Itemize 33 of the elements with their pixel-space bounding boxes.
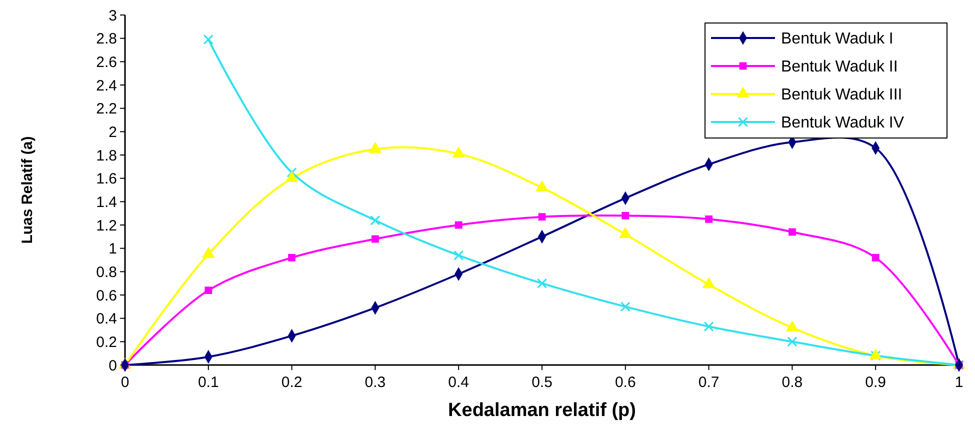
y-tick-label: 1.2 — [96, 217, 117, 234]
x-tick-label: 0.1 — [198, 374, 219, 391]
y-tick-label: 2.8 — [96, 30, 117, 48]
y-tick-label: 2.6 — [96, 54, 117, 71]
y-tick-label: 1.6 — [96, 170, 117, 188]
x-tick-label: 0.6 — [614, 374, 636, 391]
y-axis-title: Luas Relatif (a) — [19, 136, 36, 244]
y-tick-label: 1 — [108, 240, 117, 258]
x-tick-label: 1 — [954, 374, 964, 391]
x-tick-label: 0.3 — [364, 374, 386, 391]
y-tick-label: 0 — [108, 357, 117, 374]
y-tick-label: 2.4 — [96, 77, 117, 94]
legend-label: Bentuk Waduk II — [781, 58, 898, 76]
y-tick-label: 1.8 — [96, 147, 117, 164]
x-tick-label: 0 — [120, 374, 130, 391]
x-tick-label: 0.4 — [448, 374, 470, 391]
y-tick-label: 1.4 — [96, 194, 117, 211]
x-tick-label: 0.7 — [698, 374, 720, 391]
y-tick-label: 0.2 — [96, 334, 117, 351]
x-tick-label: 0.8 — [782, 374, 803, 391]
legend-label: Bentuk Waduk I — [781, 30, 894, 48]
y-tick-label: 0.6 — [96, 287, 117, 304]
y-tick-label: 2 — [108, 124, 117, 141]
y-tick-label: 3 — [108, 7, 117, 24]
x-tick-label: 0.2 — [281, 374, 302, 391]
x-axis-title: Kedalaman relatif (p) — [448, 400, 636, 421]
y-tick-label: 0.4 — [96, 310, 117, 328]
x-tick-label: 0.5 — [532, 374, 552, 391]
legend-label: Bentuk Waduk IV — [781, 114, 904, 132]
y-tick-label: 2.2 — [96, 100, 117, 118]
legend-label: Bentuk Waduk III — [781, 86, 902, 104]
x-tick-label: 0.9 — [865, 374, 886, 391]
y-tick-label: 0.8 — [96, 264, 117, 281]
